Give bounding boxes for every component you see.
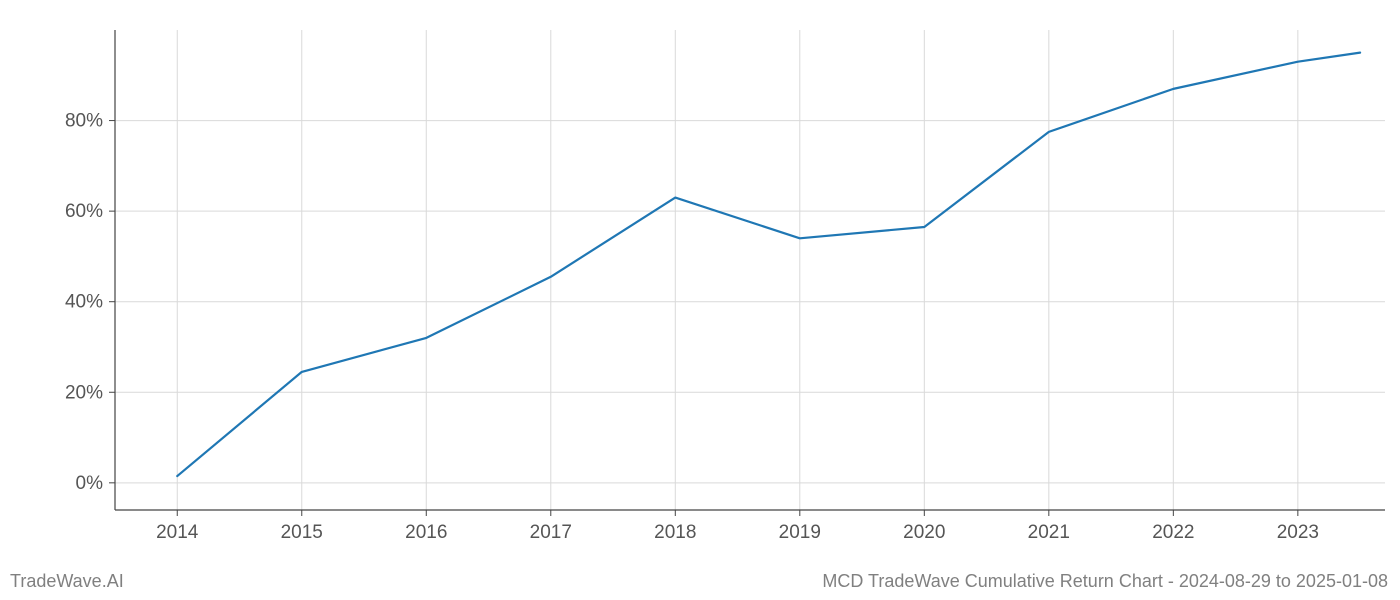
svg-text:80%: 80% (65, 111, 103, 132)
svg-text:2019: 2019 (779, 522, 821, 543)
svg-text:20%: 20% (65, 382, 103, 403)
svg-text:0%: 0% (76, 473, 104, 494)
svg-text:2017: 2017 (530, 522, 572, 543)
svg-text:2015: 2015 (281, 522, 323, 543)
svg-text:40%: 40% (65, 292, 103, 313)
svg-text:2018: 2018 (654, 522, 696, 543)
svg-text:2020: 2020 (903, 522, 945, 543)
svg-text:2016: 2016 (405, 522, 447, 543)
chart-container: 2014 2015 2016 2017 2018 2019 2020 2021 2022 2023… (0, 0, 1400, 600)
svg-text:2022: 2022 (1152, 522, 1194, 543)
svg-text:2023: 2023 (1277, 522, 1319, 543)
footer-right-label: MCD TradeWave Cumulative Return Chart - … (822, 571, 1388, 592)
svg-text:60%: 60% (65, 201, 103, 222)
footer-left-label: TradeWave.AI (10, 571, 124, 592)
svg-text:2014: 2014 (156, 522, 199, 543)
svg-text:2021: 2021 (1028, 522, 1070, 543)
line-chart: 2014 2015 2016 2017 2018 2019 2020 2021 2022 2023… (0, 0, 1400, 600)
